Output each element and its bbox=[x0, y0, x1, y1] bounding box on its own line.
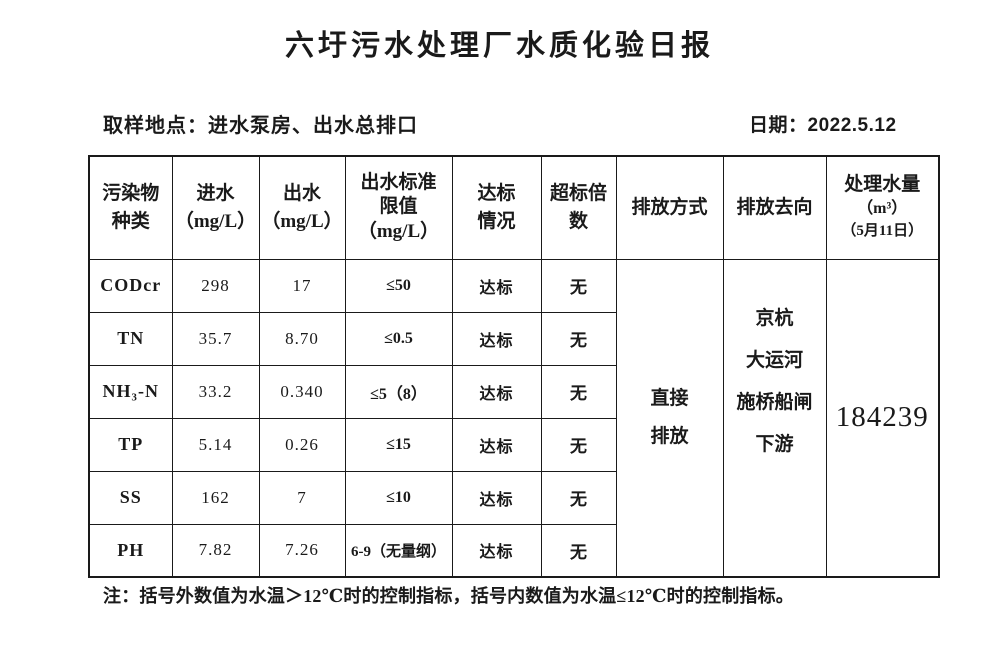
header-compliance: 达标 情况 bbox=[451, 155, 542, 260]
cell-pollutant: TN bbox=[88, 311, 173, 366]
merged-cell-treated-volume: 184239 bbox=[825, 258, 940, 578]
table-row-tn: TN 35.7 8.70 ≤0.5 达标 无 bbox=[88, 311, 939, 366]
cell-limit: ≤50 bbox=[344, 258, 453, 313]
cell-limit: 6-9（无量纲） bbox=[344, 523, 453, 578]
cell-effluent: 0.340 bbox=[258, 364, 346, 419]
cell-pollutant: NH₃-N bbox=[88, 364, 173, 419]
cell-influent: 7.82 bbox=[171, 523, 260, 578]
header-row: 污染物 种类 进水 （mg/L） 出水 （mg/L） 出水标准 限值 （mg/L… bbox=[88, 155, 940, 260]
merged-cell-discharge-method: 直接 排放 bbox=[615, 258, 724, 578]
cell-influent: 298 bbox=[171, 258, 260, 313]
cell-limit: ≤15 bbox=[344, 417, 453, 472]
cell-influent: 5.14 bbox=[171, 417, 260, 472]
header-pollutant-type: 污染物 种类 bbox=[88, 155, 173, 260]
cell-compliance: 达标 bbox=[451, 470, 542, 525]
table-row-ss: SS 162 7 ≤10 达标 无 bbox=[88, 470, 939, 525]
footnote-text: 注：括号外数值为水温＞12℃时的控制指标，括号内数值为水温≤12℃时的控制指标。 bbox=[103, 586, 795, 606]
header-discharge-destination: 排放去向 bbox=[722, 155, 827, 260]
table-row-tp: TP 5.14 0.26 ≤15 达标 无 bbox=[88, 417, 939, 472]
cell-compliance: 达标 bbox=[451, 523, 542, 578]
header-effluent-limit: 出水标准 限值 （mg/L） bbox=[344, 155, 453, 260]
header-treated-volume: 处理水量 （m³） （5月11日） bbox=[825, 155, 940, 260]
cell-effluent: 8.70 bbox=[258, 311, 346, 366]
header-influent: 进水 （mg/L） bbox=[171, 155, 260, 260]
table-row-nh3n: NH₃-N 33.2 0.340 ≤5（8） 达标 无 bbox=[88, 364, 939, 419]
cell-compliance: 达标 bbox=[451, 311, 542, 366]
cell-limit: ≤0.5 bbox=[344, 311, 453, 366]
cell-exceedance: 无 bbox=[540, 364, 617, 419]
cell-compliance: 达标 bbox=[451, 364, 542, 419]
header-effluent: 出水 （mg/L） bbox=[258, 155, 346, 260]
cell-compliance: 达标 bbox=[451, 258, 542, 313]
water-quality-table: 污染物 种类 进水 （mg/L） 出水 （mg/L） 出水标准 限值 （mg/L… bbox=[88, 155, 940, 578]
cell-exceedance: 无 bbox=[540, 523, 617, 578]
page-title: 六圩污水处理厂水质化验日报 bbox=[284, 30, 714, 62]
cell-limit: ≤5（8） bbox=[344, 364, 453, 419]
cell-effluent: 7.26 bbox=[258, 523, 346, 578]
sampling-location-label: 取样地点：进水泵房、出水总排口 bbox=[103, 115, 418, 137]
header-discharge-method: 排放方式 bbox=[615, 155, 724, 260]
cell-exceedance: 无 bbox=[540, 258, 617, 313]
cell-influent: 33.2 bbox=[171, 364, 260, 419]
cell-pollutant: TP bbox=[88, 417, 173, 472]
cell-pollutant: PH bbox=[88, 523, 173, 578]
cell-effluent: 17 bbox=[258, 258, 346, 313]
cell-pollutant: SS bbox=[88, 470, 173, 525]
cell-exceedance: 无 bbox=[540, 470, 617, 525]
cell-influent: 35.7 bbox=[171, 311, 260, 366]
cell-pollutant: CODcr bbox=[88, 258, 173, 313]
cell-exceedance: 无 bbox=[540, 417, 617, 472]
merged-cell-discharge-destination: 京杭 大运河 施桥船闸 下游 bbox=[722, 258, 827, 578]
table-row-ph: PH 7.82 7.26 6-9（无量纲） 达标 无 bbox=[88, 523, 939, 578]
report-date-label: 日期：2022.5.12 bbox=[749, 115, 897, 136]
header-exceedance: 超标倍 数 bbox=[540, 155, 617, 260]
cell-exceedance: 无 bbox=[540, 311, 617, 366]
cell-limit: ≤10 bbox=[344, 470, 453, 525]
cell-influent: 162 bbox=[171, 470, 260, 525]
table-row-codcr: CODcr 298 17 ≤50 达标 无 直接 排放 京杭 大运河 施桥船闸 … bbox=[88, 258, 940, 578]
cell-effluent: 0.26 bbox=[258, 417, 346, 472]
cell-compliance: 达标 bbox=[451, 417, 542, 472]
cell-effluent: 7 bbox=[258, 470, 346, 525]
